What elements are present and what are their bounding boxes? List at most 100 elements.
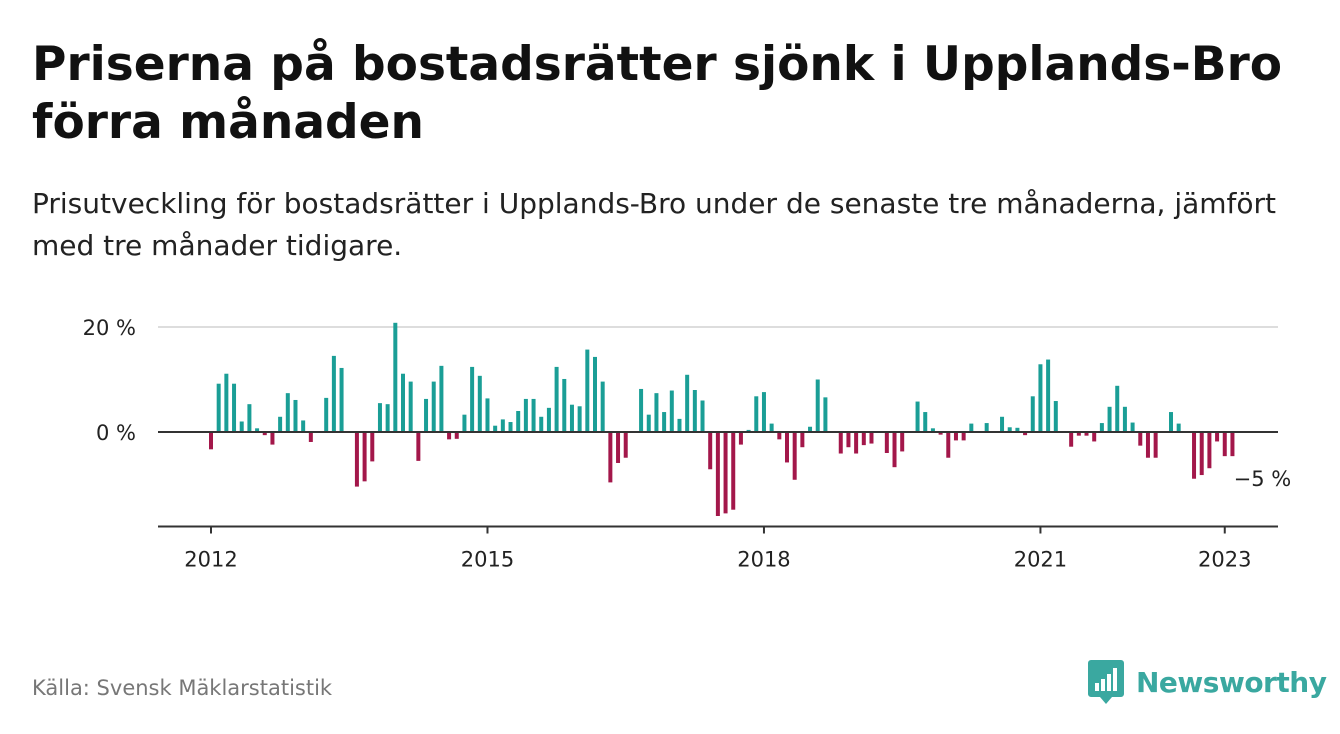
- bar: [708, 432, 713, 470]
- x-tick-label: 2018: [737, 548, 790, 572]
- bar: [278, 416, 283, 432]
- bar: [715, 432, 720, 516]
- bar: [1023, 432, 1028, 436]
- bar: [969, 423, 974, 432]
- bar: [884, 432, 889, 453]
- bar: [454, 432, 459, 439]
- bar: [654, 393, 659, 432]
- bar: [646, 414, 651, 432]
- brand-logo[interactable]: Newsworthy: [1088, 660, 1327, 704]
- bar: [554, 366, 559, 432]
- bar: [408, 381, 413, 432]
- bar: [1000, 416, 1005, 432]
- bar: [808, 426, 813, 432]
- bar: [1130, 422, 1135, 432]
- bar: [1192, 432, 1197, 479]
- bar: [585, 349, 590, 432]
- bar: [892, 432, 897, 468]
- bar: [331, 355, 336, 433]
- bar: [1199, 432, 1204, 476]
- y-tick-label: 0 %: [96, 421, 136, 445]
- bar: [669, 390, 674, 433]
- bar: [1099, 423, 1104, 432]
- chart-subtitle: Prisutveckling för bostadsrätter i Uppla…: [32, 187, 1277, 262]
- bar: [308, 432, 313, 442]
- bar: [754, 396, 759, 432]
- bar: [209, 432, 213, 450]
- bar: [1207, 432, 1212, 469]
- bar: [769, 423, 774, 432]
- bar: [401, 373, 405, 432]
- bar: [431, 381, 436, 432]
- x-tick-label: 2021: [1014, 548, 1067, 572]
- bar: [800, 432, 805, 448]
- bar: [761, 392, 766, 432]
- bar: [731, 432, 736, 510]
- bar: [1038, 364, 1043, 432]
- bar: [738, 432, 743, 445]
- bar: [677, 418, 682, 433]
- bar: [915, 401, 920, 432]
- bar-chart-logo-icon: [1088, 660, 1124, 704]
- bar: [1076, 432, 1081, 436]
- bar: [293, 399, 298, 432]
- bar: [1153, 432, 1158, 458]
- bar: [416, 432, 421, 461]
- bar: [1007, 427, 1012, 433]
- bar: [516, 411, 521, 432]
- bar: [500, 419, 505, 432]
- source-note: Källa: Svensk Mäklarstatistik: [32, 676, 333, 700]
- bar: [1169, 412, 1173, 432]
- bar: [447, 432, 452, 440]
- bar: [961, 432, 966, 441]
- axis-labels: 20 % 0 % 2012 2015 2018 2021 2023 −5 %: [83, 316, 1292, 572]
- bar: [815, 379, 820, 432]
- bar: [953, 432, 958, 441]
- bar: [439, 365, 444, 432]
- bar: [984, 423, 989, 432]
- bar: [339, 367, 344, 432]
- bar: [301, 420, 306, 432]
- bar: [785, 432, 789, 463]
- bar: [923, 412, 928, 432]
- bar: [938, 432, 943, 435]
- bar: [746, 429, 751, 432]
- x-tick-label: 2012: [184, 548, 237, 572]
- bar: [362, 432, 367, 482]
- bar: [377, 403, 382, 433]
- bar: [477, 375, 482, 432]
- y-tick-label: 20 %: [83, 316, 136, 340]
- bar: [485, 398, 490, 432]
- bar: [1222, 432, 1227, 457]
- bar: [247, 404, 252, 432]
- bar: [700, 400, 705, 432]
- bar: [1015, 427, 1020, 432]
- bar: [239, 421, 244, 432]
- bar: [639, 388, 644, 432]
- bar: [900, 432, 905, 452]
- bar: [823, 397, 828, 432]
- chart-title: Priserna på bostadsrätter sjönk i Upplan…: [32, 37, 1283, 150]
- bar-chart: 20 % 0 % 2012 2015 2018 2021 2023 −5 %: [83, 316, 1292, 572]
- bar: [662, 412, 667, 432]
- bar: [1030, 396, 1035, 432]
- bar: [723, 432, 728, 514]
- bar-series: [209, 322, 1235, 516]
- bar: [608, 432, 613, 483]
- bar: [562, 378, 567, 432]
- bar: [224, 373, 229, 432]
- bar: [869, 432, 874, 444]
- brand-name: Newsworthy: [1136, 665, 1327, 699]
- bar: [262, 432, 267, 436]
- bar: [1145, 432, 1150, 458]
- bar: [285, 393, 290, 432]
- bar: [424, 398, 429, 432]
- bar: [1084, 432, 1089, 436]
- bar: [1115, 385, 1120, 432]
- bar: [255, 428, 260, 432]
- axes: [158, 431, 1278, 534]
- x-tick-label: 2015: [461, 548, 514, 572]
- bar: [270, 432, 275, 445]
- bar: [946, 432, 951, 458]
- bar: [470, 366, 475, 432]
